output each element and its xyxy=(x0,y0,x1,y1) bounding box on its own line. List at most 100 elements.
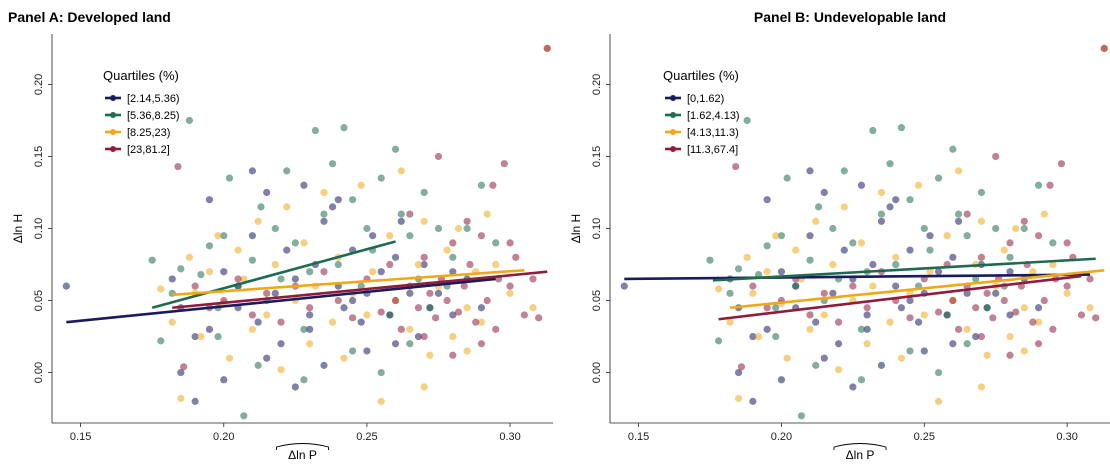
scatter-point xyxy=(492,260,500,269)
scatter-point xyxy=(248,256,256,264)
y-tick-label: 0.20 xyxy=(591,74,603,95)
scatter-point xyxy=(306,325,314,333)
scatter-point xyxy=(806,325,814,333)
scatter-point xyxy=(483,210,491,218)
scatter-point xyxy=(168,318,176,326)
scatter-point xyxy=(180,363,188,371)
scatter-point xyxy=(726,318,734,326)
scatter-point xyxy=(334,260,342,269)
scatter-point xyxy=(406,289,414,297)
scatter-point xyxy=(185,253,194,261)
scatter-point xyxy=(397,210,405,218)
y-tick-label: 0.05 xyxy=(33,290,45,311)
scatter-point xyxy=(1092,314,1100,322)
scatter-point xyxy=(535,314,543,322)
scatter-point xyxy=(248,311,256,319)
scatter-point xyxy=(320,361,328,369)
scatter-point xyxy=(772,304,780,312)
scatter-point xyxy=(763,242,771,250)
scatter-point xyxy=(897,124,906,132)
scatter-point xyxy=(334,196,342,204)
scatter-point xyxy=(926,268,934,276)
series-points-3 xyxy=(174,44,551,371)
scatter-point xyxy=(820,188,828,197)
scatter-point xyxy=(906,347,914,355)
scatter-point xyxy=(1057,160,1066,168)
scatter-point xyxy=(977,253,986,261)
scatter-point xyxy=(460,282,468,290)
scatter-point xyxy=(377,368,385,377)
scatter-point xyxy=(443,296,451,305)
scatter-point xyxy=(340,304,348,312)
scatter-point xyxy=(886,203,894,211)
scatter-point xyxy=(197,271,205,279)
scatter-point xyxy=(972,304,980,312)
scatter-point xyxy=(306,311,314,319)
scatter-point xyxy=(529,275,537,283)
scatter-point xyxy=(320,188,328,197)
legend-swatch-dot xyxy=(110,112,116,118)
scatter-point xyxy=(177,265,185,273)
scatter-point xyxy=(734,394,743,403)
scatter-point xyxy=(357,282,365,290)
scatter-point xyxy=(377,268,385,276)
scatter-point xyxy=(857,239,866,247)
x-tick-label: 0.15 xyxy=(70,431,91,443)
scatter-point xyxy=(391,145,400,153)
scatter-point xyxy=(263,311,271,319)
scatter-point xyxy=(277,366,285,374)
scatter-point xyxy=(449,268,457,276)
scatter-point xyxy=(934,368,943,377)
scatter-point xyxy=(449,351,457,359)
scatter-point xyxy=(877,210,886,218)
scatter-point xyxy=(300,239,308,247)
fit-line-2 xyxy=(172,268,525,297)
scatter-point xyxy=(434,152,443,161)
scatter-point xyxy=(820,354,828,362)
scatter-point xyxy=(972,332,980,341)
y-tick-label: 0.10 xyxy=(591,218,603,239)
scatter-point xyxy=(349,296,357,305)
scatter-point xyxy=(225,354,234,362)
scatter-point xyxy=(1006,332,1014,341)
scatter-point xyxy=(414,260,423,269)
scatter-point xyxy=(820,289,828,297)
scatter-point xyxy=(983,351,991,359)
scatter-point xyxy=(983,289,991,297)
scatter-point xyxy=(369,268,377,276)
scatter-point xyxy=(397,217,405,225)
scatter-point xyxy=(377,397,385,405)
scatter-point xyxy=(263,289,271,297)
scatter-point xyxy=(1100,44,1108,53)
scatter-point xyxy=(489,181,497,189)
scatter-point xyxy=(726,289,734,297)
legend-entry: [11.3,67.4] xyxy=(687,144,738,156)
x-tick-label: 0.25 xyxy=(356,431,377,443)
scatter-point xyxy=(414,304,423,312)
scatter-point xyxy=(812,217,820,225)
scatter-point xyxy=(369,232,377,240)
panel-title: Panel A: Developed land xyxy=(8,9,171,25)
scatter-point xyxy=(271,224,279,233)
scatter-point xyxy=(772,332,780,341)
scatter-point xyxy=(420,332,428,341)
scatter-point xyxy=(306,340,314,348)
scatter-point xyxy=(797,412,806,420)
series-points-0 xyxy=(620,167,1043,405)
scatter-point xyxy=(328,318,337,326)
scatter-point xyxy=(749,332,757,341)
scatter-point xyxy=(934,308,943,316)
legend-swatch-dot xyxy=(110,95,116,101)
scatter-point xyxy=(857,325,866,333)
scatter-point xyxy=(406,210,414,218)
x-tick-label: 0.25 xyxy=(914,431,935,443)
legend-swatch-dot xyxy=(670,112,676,118)
scatter-point xyxy=(934,397,943,405)
legend-entry: [2.14,5.36) xyxy=(127,93,180,105)
scatter-point xyxy=(829,289,837,297)
scatter-point xyxy=(840,246,848,254)
y-tick-label: 0.00 xyxy=(33,362,45,383)
scatter-point xyxy=(954,217,963,225)
scatter-point xyxy=(829,260,837,269)
scatter-point xyxy=(834,366,843,374)
